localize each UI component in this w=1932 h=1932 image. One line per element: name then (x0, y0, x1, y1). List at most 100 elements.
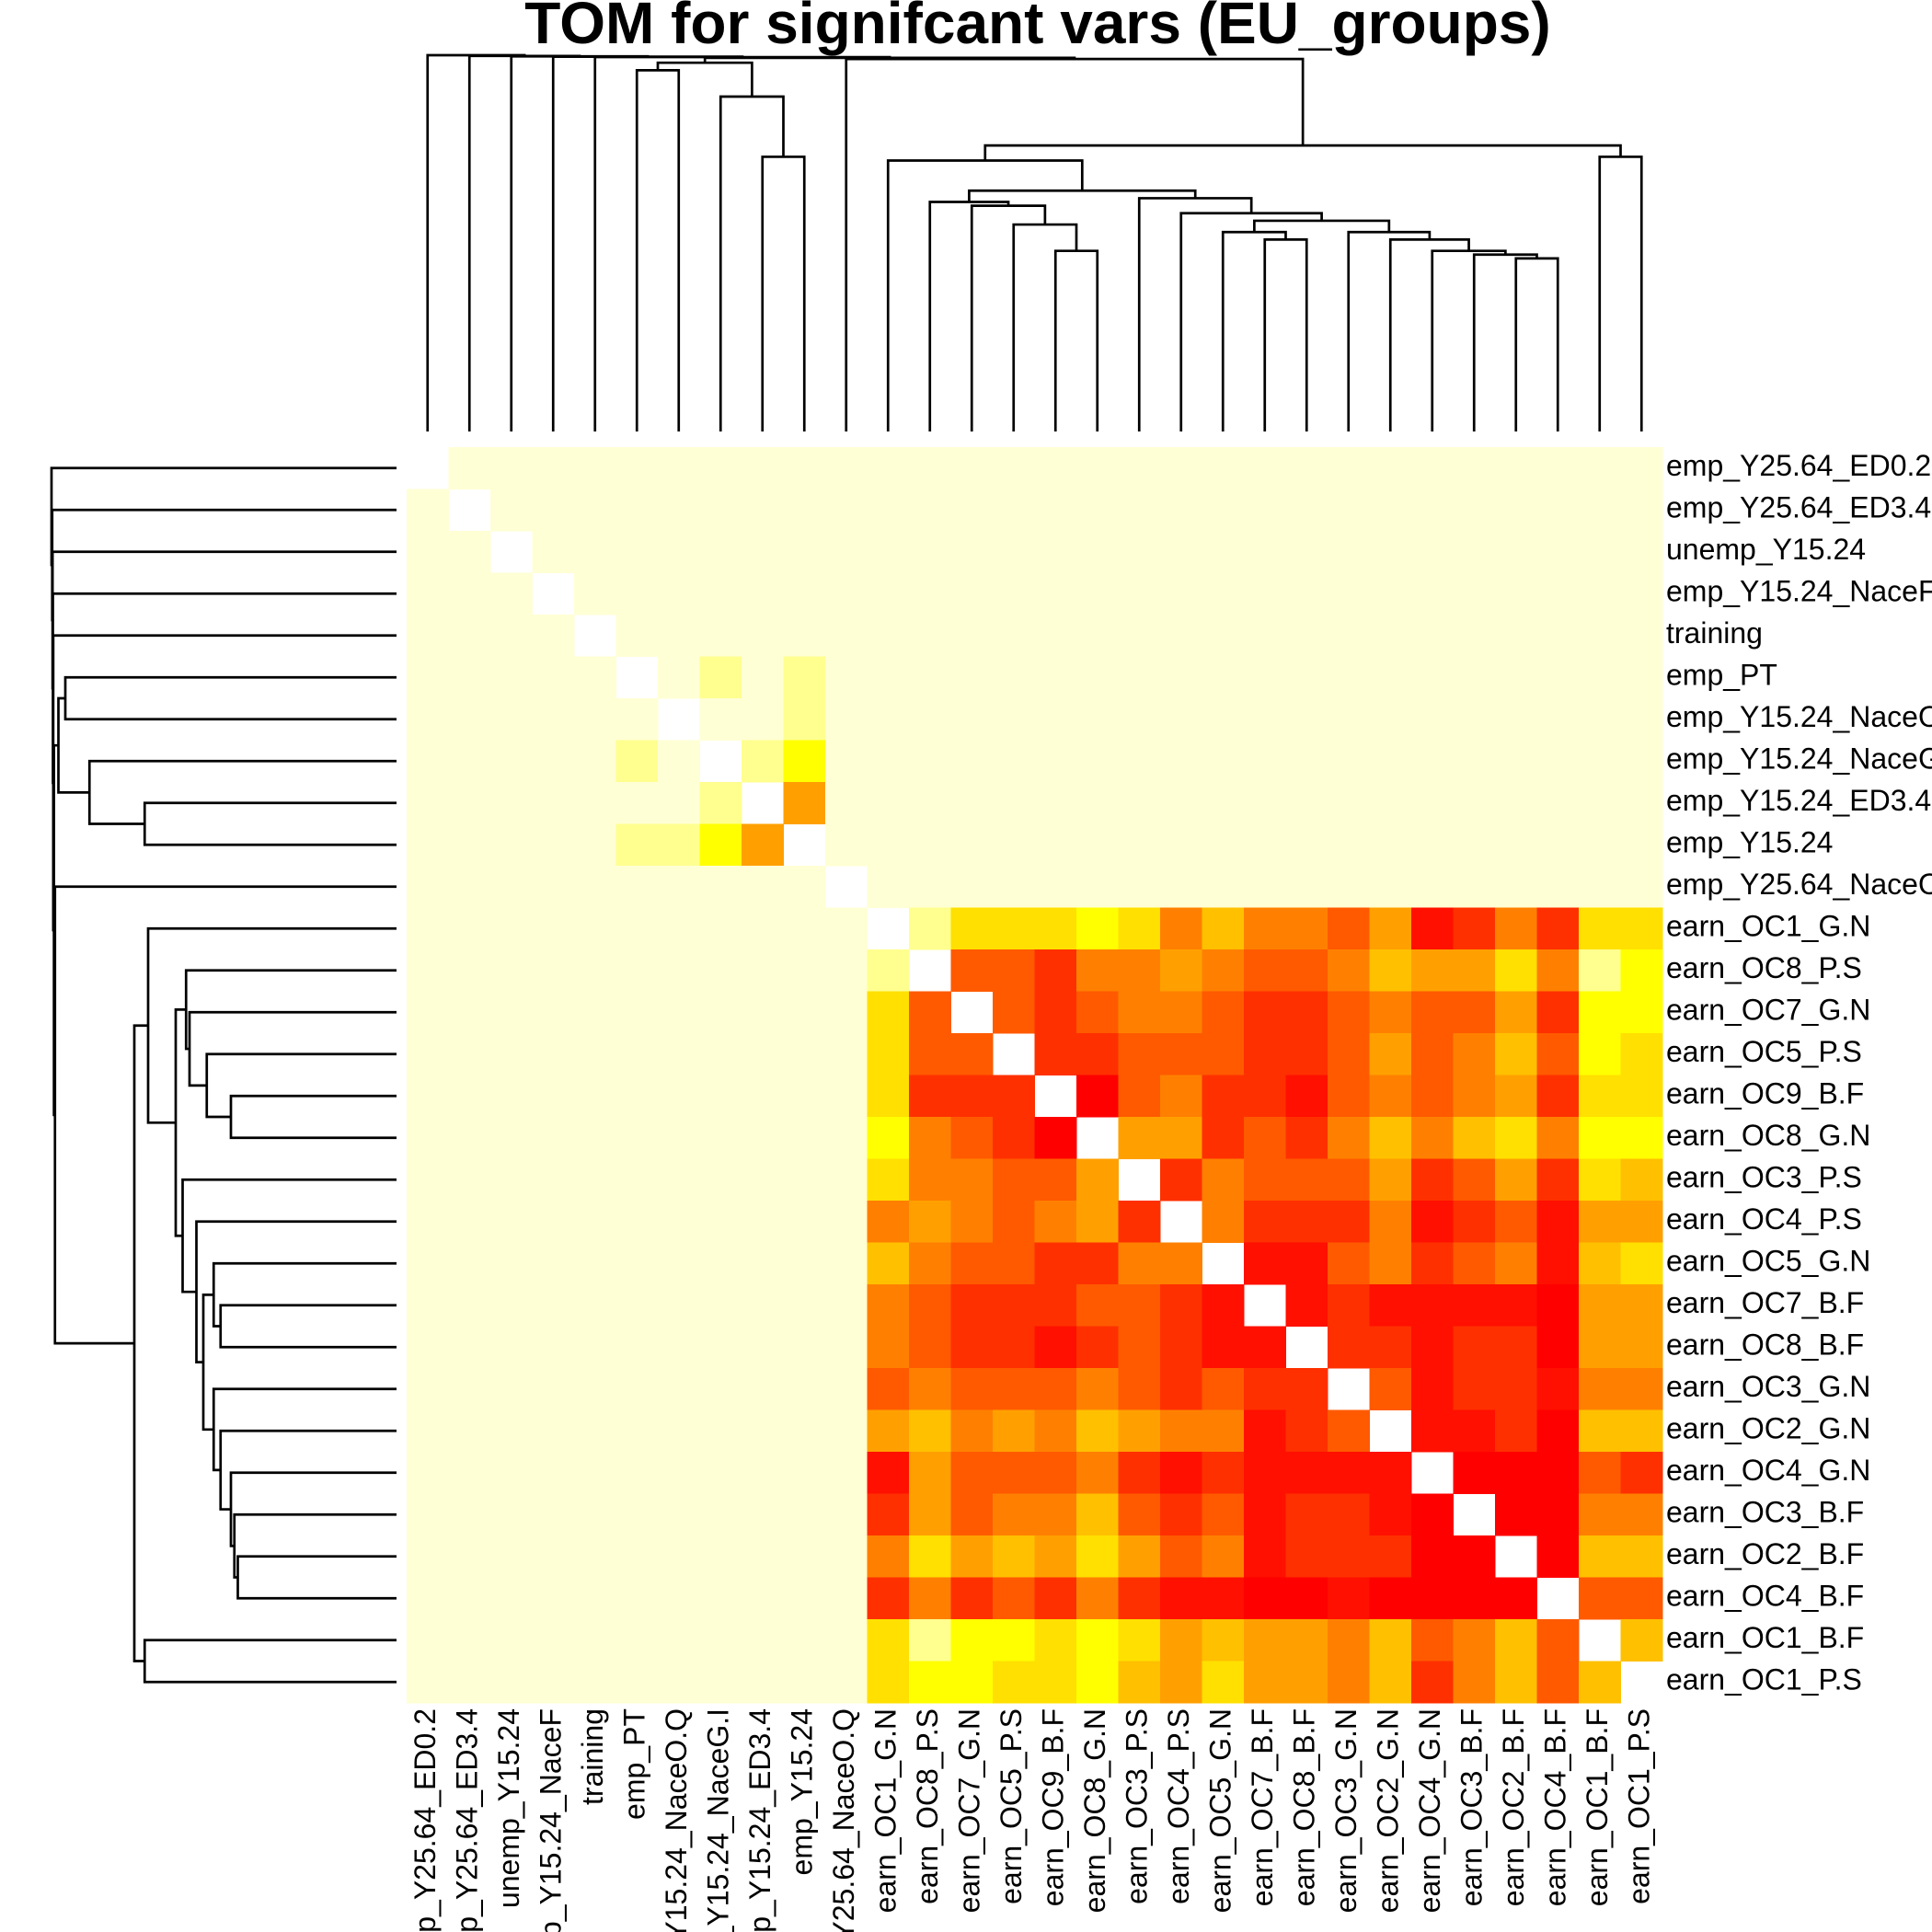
row-label: earn_OC3_G.N (1666, 1370, 1870, 1403)
heat-cell (574, 949, 616, 992)
heat-cell (1244, 866, 1286, 908)
dendrogram-link (50, 466, 397, 567)
heat-cell (993, 1661, 1035, 1704)
heat-cell (1285, 740, 1328, 783)
dendrogram-link (57, 696, 90, 794)
heat-cell (1076, 907, 1119, 950)
heat-cell (1495, 1033, 1537, 1075)
heat-cell (1369, 907, 1412, 950)
heat-cell (950, 656, 994, 699)
heat-cell (1202, 489, 1245, 532)
dendrogram-link (236, 1555, 397, 1600)
heat-cell (1244, 949, 1286, 992)
column-label: emp_Y15.24_NaceG.I (702, 1708, 735, 1932)
heat-cell (490, 572, 533, 615)
row-label: earn_OC4_G.N (1666, 1454, 1870, 1487)
heat-cell (1076, 698, 1119, 741)
heat-cell (950, 823, 994, 867)
heat-cell (1411, 1201, 1454, 1243)
heat-cell (1453, 572, 1496, 615)
heat-cell (1453, 1158, 1496, 1202)
heat-cell (1579, 698, 1621, 741)
heat-cell (532, 531, 575, 573)
heat-cell (1579, 823, 1621, 867)
heat-cell (950, 1619, 994, 1662)
heat-cell (1160, 1033, 1202, 1075)
heat-cell (574, 531, 616, 573)
heat-cell (574, 1158, 616, 1202)
heat-cell (1369, 1158, 1412, 1202)
column-label: earn_OC9_B.F (1037, 1708, 1070, 1906)
heat-cell (909, 1326, 951, 1369)
column-label: emp_Y25.64_NaceO.Q (827, 1708, 860, 1932)
heat-cell (867, 698, 910, 741)
heat-cell (1076, 1368, 1119, 1410)
heat-cell (1369, 1326, 1412, 1369)
heat-cell (1202, 907, 1245, 950)
heat-cell (615, 572, 659, 615)
heat-cell (783, 907, 826, 950)
heat-cell (1536, 782, 1580, 824)
heat-cell (1076, 740, 1119, 783)
row-label: earn_OC3_B.F (1666, 1496, 1864, 1529)
heat-cell (1536, 949, 1580, 992)
heat-cell (1202, 1452, 1245, 1494)
heat-cell (909, 1242, 951, 1285)
heat-cell (1453, 823, 1496, 867)
heat-cell (1244, 1117, 1286, 1159)
heat-cell (867, 1409, 910, 1453)
heat-cell (699, 991, 742, 1034)
heat-cell (699, 1452, 742, 1494)
heat-cell (1034, 1033, 1077, 1075)
heat-cell (448, 1619, 491, 1662)
heat-cell (1285, 698, 1328, 741)
heat-cell (1536, 1117, 1580, 1159)
heat-cell (1620, 1201, 1663, 1243)
heat-cell (909, 1409, 951, 1453)
heat-cell (574, 1577, 616, 1620)
heat-cell (1076, 1452, 1119, 1494)
heat-cell (1285, 1452, 1328, 1494)
heat-cell (950, 1409, 994, 1453)
heat-cell (574, 572, 616, 615)
heat-cell (1285, 1493, 1328, 1536)
heat-cell (532, 991, 575, 1034)
heat-cell (407, 489, 449, 532)
heat-cell (407, 1326, 449, 1369)
heat-cell (532, 866, 575, 908)
heat-cell (532, 1661, 575, 1704)
heat-cell (1411, 1535, 1454, 1578)
heat-cell (1328, 447, 1370, 489)
row-label: emp_Y15.24_ED3.4 (1666, 784, 1931, 817)
heat-cell (615, 1284, 659, 1327)
heat-cell (950, 907, 994, 950)
heat-cell (658, 489, 700, 532)
heat-cell (490, 866, 533, 908)
heat-cell (448, 1117, 491, 1159)
heat-cell (615, 1619, 659, 1662)
row-label: earn_OC2_B.F (1666, 1537, 1864, 1570)
heat-cell (1369, 1661, 1412, 1704)
heat-cell (1202, 1368, 1245, 1410)
heat-cell (448, 1452, 491, 1494)
heat-cell (1202, 572, 1245, 615)
heat-cell (993, 782, 1035, 824)
heat-cell (448, 907, 491, 950)
heat-cell (1579, 1452, 1621, 1494)
heat-cell (950, 1535, 994, 1578)
heat-cell (1244, 1577, 1286, 1620)
heat-cell (1453, 615, 1496, 657)
heat-cell (1076, 991, 1119, 1034)
heat-cell (1620, 698, 1663, 741)
column-label: emp_Y15.24_NaceO.Q (660, 1708, 693, 1932)
heat-cell (658, 949, 700, 992)
row-label: earn_OC1_P.S (1666, 1663, 1862, 1696)
heat-cell (909, 1158, 951, 1202)
heat-cell (1160, 615, 1202, 657)
heat-cell (1160, 656, 1202, 699)
heat-cell (909, 991, 951, 1034)
heat-cell (448, 782, 491, 824)
heat-cell (1369, 447, 1412, 489)
heat-cell (1034, 991, 1077, 1034)
